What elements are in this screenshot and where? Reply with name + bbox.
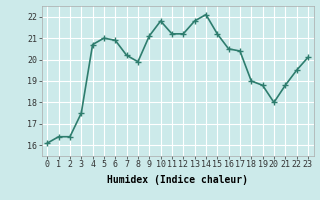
X-axis label: Humidex (Indice chaleur): Humidex (Indice chaleur) [107,175,248,185]
